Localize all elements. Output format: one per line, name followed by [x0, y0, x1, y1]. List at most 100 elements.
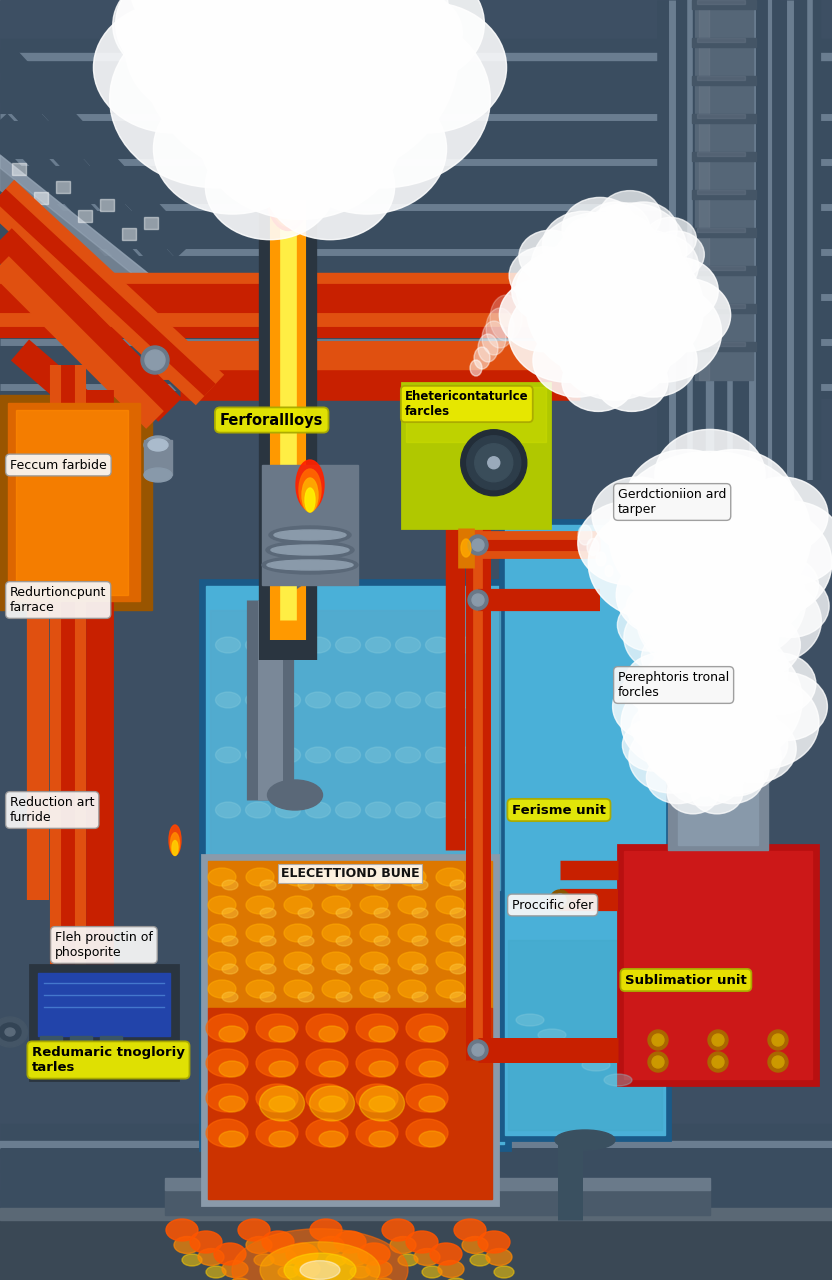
Ellipse shape — [414, 1248, 440, 1266]
Point — [595, 538, 605, 553]
Point — [685, 472, 695, 488]
Ellipse shape — [398, 980, 426, 998]
Ellipse shape — [305, 803, 330, 818]
Point — [180, 383, 190, 398]
Ellipse shape — [641, 557, 711, 613]
Ellipse shape — [222, 992, 238, 1002]
Ellipse shape — [665, 740, 745, 805]
Ellipse shape — [646, 534, 775, 640]
Bar — [202, 855, 498, 1204]
Circle shape — [472, 594, 484, 605]
Ellipse shape — [236, 44, 338, 127]
Point — [473, 1052, 483, 1068]
Ellipse shape — [455, 692, 481, 708]
Ellipse shape — [246, 868, 274, 886]
Ellipse shape — [148, 439, 168, 451]
Ellipse shape — [652, 631, 749, 710]
Point — [725, 472, 735, 488]
Ellipse shape — [741, 653, 816, 714]
Circle shape — [504, 442, 508, 445]
Text: Ferforallloys: Ferforallloys — [220, 412, 324, 428]
Ellipse shape — [256, 1014, 298, 1042]
Ellipse shape — [284, 980, 312, 998]
Ellipse shape — [721, 704, 779, 751]
Ellipse shape — [736, 477, 828, 553]
Ellipse shape — [126, 0, 298, 122]
Ellipse shape — [519, 230, 582, 283]
Ellipse shape — [219, 1096, 245, 1112]
Point — [705, 472, 715, 488]
Point — [613, 892, 623, 908]
Ellipse shape — [425, 637, 450, 653]
Ellipse shape — [638, 257, 718, 324]
Point — [265, 593, 275, 608]
Ellipse shape — [222, 1261, 248, 1277]
Ellipse shape — [219, 1061, 245, 1076]
Ellipse shape — [482, 321, 506, 355]
Point — [685, 0, 695, 8]
Ellipse shape — [594, 250, 666, 310]
Ellipse shape — [470, 1254, 490, 1266]
Ellipse shape — [562, 197, 638, 260]
Ellipse shape — [624, 602, 711, 673]
Ellipse shape — [599, 191, 661, 242]
Point — [765, 472, 775, 488]
Ellipse shape — [641, 631, 705, 684]
Ellipse shape — [412, 964, 428, 974]
Ellipse shape — [151, 0, 404, 119]
Ellipse shape — [725, 613, 800, 676]
Ellipse shape — [269, 37, 395, 142]
Ellipse shape — [206, 1014, 248, 1042]
Ellipse shape — [588, 506, 726, 620]
Ellipse shape — [319, 1061, 345, 1076]
Ellipse shape — [406, 1050, 448, 1076]
Bar — [100, 1037, 122, 1048]
Ellipse shape — [298, 936, 314, 946]
Point — [765, 472, 775, 488]
Ellipse shape — [298, 908, 314, 918]
Ellipse shape — [419, 1061, 445, 1076]
Ellipse shape — [374, 936, 390, 946]
Bar — [144, 440, 172, 475]
Ellipse shape — [556, 269, 644, 342]
Ellipse shape — [671, 740, 738, 796]
Ellipse shape — [298, 992, 314, 1002]
Bar — [699, 0, 709, 380]
Ellipse shape — [270, 74, 352, 143]
Point — [265, 792, 275, 808]
Ellipse shape — [577, 502, 679, 585]
Ellipse shape — [360, 952, 388, 970]
Ellipse shape — [171, 833, 180, 855]
Bar — [70, 1037, 92, 1048]
Circle shape — [472, 1044, 484, 1056]
Ellipse shape — [166, 1219, 198, 1242]
Ellipse shape — [222, 908, 238, 918]
Ellipse shape — [215, 692, 240, 708]
Circle shape — [513, 454, 518, 458]
Ellipse shape — [685, 637, 746, 689]
Ellipse shape — [256, 1084, 298, 1112]
Ellipse shape — [260, 881, 276, 890]
Ellipse shape — [542, 233, 646, 320]
Point — [159, 975, 169, 991]
Ellipse shape — [642, 279, 730, 352]
Ellipse shape — [256, 1119, 298, 1147]
Ellipse shape — [647, 567, 722, 628]
Ellipse shape — [270, 164, 306, 227]
Ellipse shape — [660, 620, 740, 686]
Ellipse shape — [294, 1261, 320, 1277]
Point — [565, 1212, 575, 1228]
Circle shape — [468, 590, 488, 611]
Point — [667, 472, 677, 488]
Ellipse shape — [349, 3, 507, 133]
Ellipse shape — [356, 1050, 398, 1076]
Bar — [262, 465, 358, 585]
Ellipse shape — [275, 637, 300, 653]
Point — [0, 187, 5, 202]
Point — [283, 653, 293, 668]
Circle shape — [474, 445, 478, 451]
Ellipse shape — [395, 748, 420, 763]
Ellipse shape — [691, 771, 743, 814]
Ellipse shape — [258, 0, 430, 122]
Ellipse shape — [284, 1253, 356, 1280]
